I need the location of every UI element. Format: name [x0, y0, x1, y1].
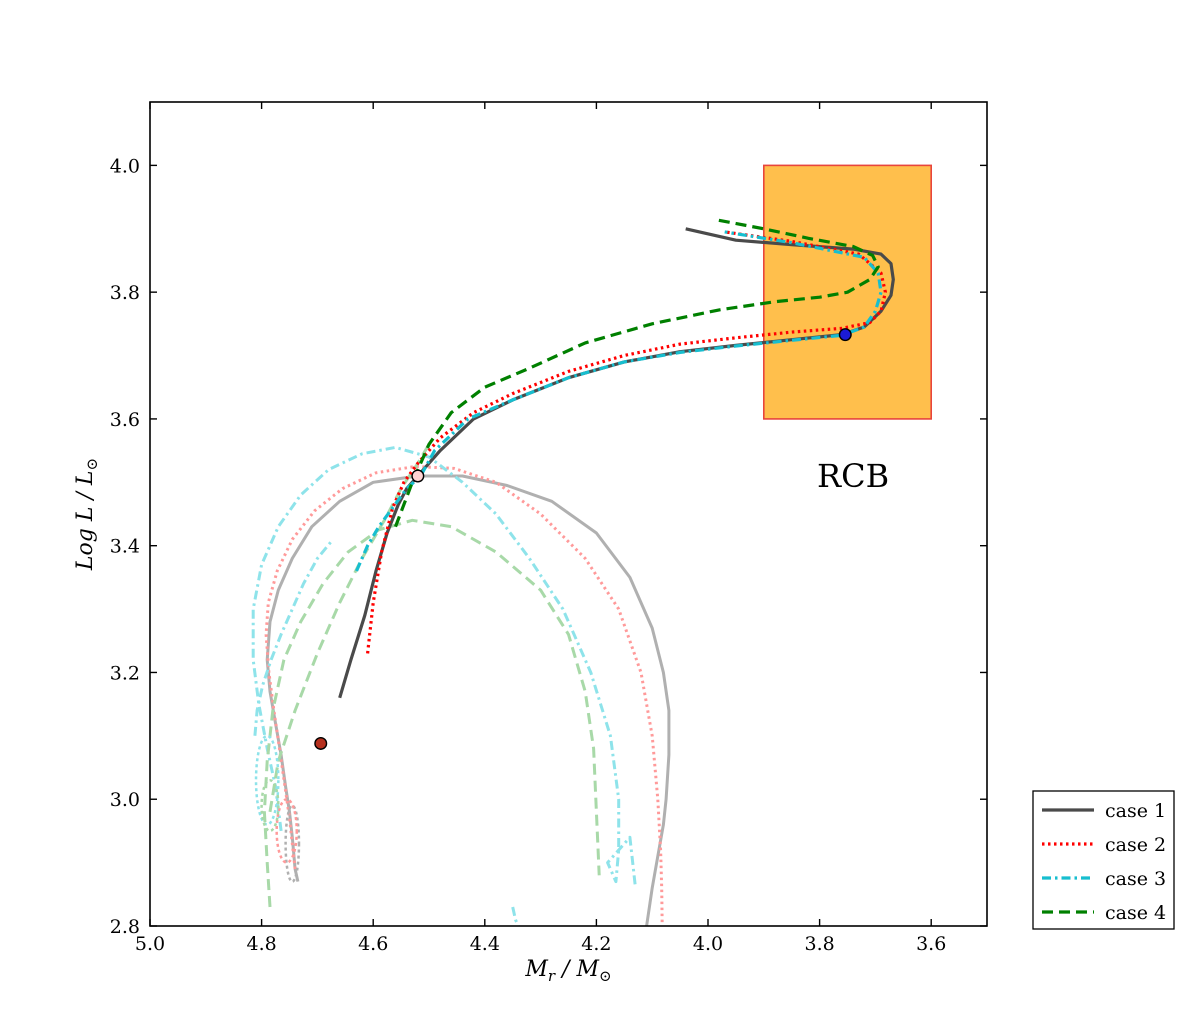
faint-track-4	[262, 518, 601, 908]
x-axis-label-rest: / M	[555, 957, 599, 982]
marker-point-1	[314, 736, 328, 750]
faint-tracks-layer	[251, 443, 671, 927]
faint-track-3	[251, 445, 637, 889]
plot-frame	[149, 101, 988, 927]
legend-label-4: case 4	[1105, 902, 1166, 924]
y-tick-label-0: 2.8	[110, 916, 140, 938]
ticks-layer: 5.0 4.8 4.6 4.4 4.2 4.0 3.8 3.6 2.8 3.0 3.2 3.4 3.6 3…	[110, 102, 987, 955]
legend-box	[1032, 790, 1175, 930]
x-tick-label-0: 5.0	[135, 933, 165, 955]
faint-track-2	[264, 465, 664, 927]
y-tick-label-4: 3.6	[110, 409, 140, 431]
x-tick-label-1: 4.8	[246, 933, 276, 955]
y-tick-label-6: 4.0	[110, 155, 140, 177]
x-tick-label-5: 4.0	[693, 933, 723, 955]
x-axis-label-sun: ⊙	[599, 967, 612, 985]
y-tick-label-3: 3.4	[110, 536, 140, 558]
x-axis-label-main: M	[524, 957, 548, 982]
legend: case 1 case 2 case 3 case 4	[1032, 790, 1175, 930]
faint-noise-1	[284, 804, 301, 883]
faint-noise-2	[275, 797, 299, 864]
series-layer	[338, 217, 895, 699]
faint-noise-4	[260, 778, 280, 833]
x-tick-label-7: 3.6	[916, 933, 946, 955]
markers-layer	[314, 328, 852, 750]
y-tick-label-2: 3.2	[110, 662, 140, 684]
x-axis-label: Mr / M⊙	[524, 957, 611, 985]
y-tick-label-1: 3.0	[110, 789, 140, 811]
series-line-4	[394, 217, 880, 528]
y-tick-label-5: 3.8	[110, 282, 140, 304]
rcb-annotation: RCB	[817, 457, 889, 495]
x-tick-label-4: 4.2	[581, 933, 611, 955]
faint-noise-3	[254, 734, 280, 826]
series-line-3	[355, 230, 883, 572]
legend-label-2: case 2	[1105, 834, 1166, 856]
x-tick-label-2: 4.6	[358, 933, 388, 955]
y-axis-label-sun: ⊙	[83, 458, 101, 471]
x-tick-label-3: 4.4	[470, 933, 500, 955]
legend-label-3: case 3	[1105, 868, 1166, 890]
legend-label-1: case 1	[1105, 800, 1166, 822]
marker-point-3	[838, 328, 852, 342]
faint-track-5	[268, 443, 431, 813]
marker-point-2	[411, 469, 425, 483]
faint-track-6	[253, 538, 335, 736]
x-axis-label-sub: r	[548, 967, 556, 985]
y-axis-label-main: Log L / L	[73, 471, 98, 572]
faint-track-1	[265, 474, 671, 927]
x-tick-label-6: 3.8	[804, 933, 834, 955]
faint-track-7	[511, 906, 520, 927]
y-axis-label: Log L / L⊙	[73, 458, 101, 571]
